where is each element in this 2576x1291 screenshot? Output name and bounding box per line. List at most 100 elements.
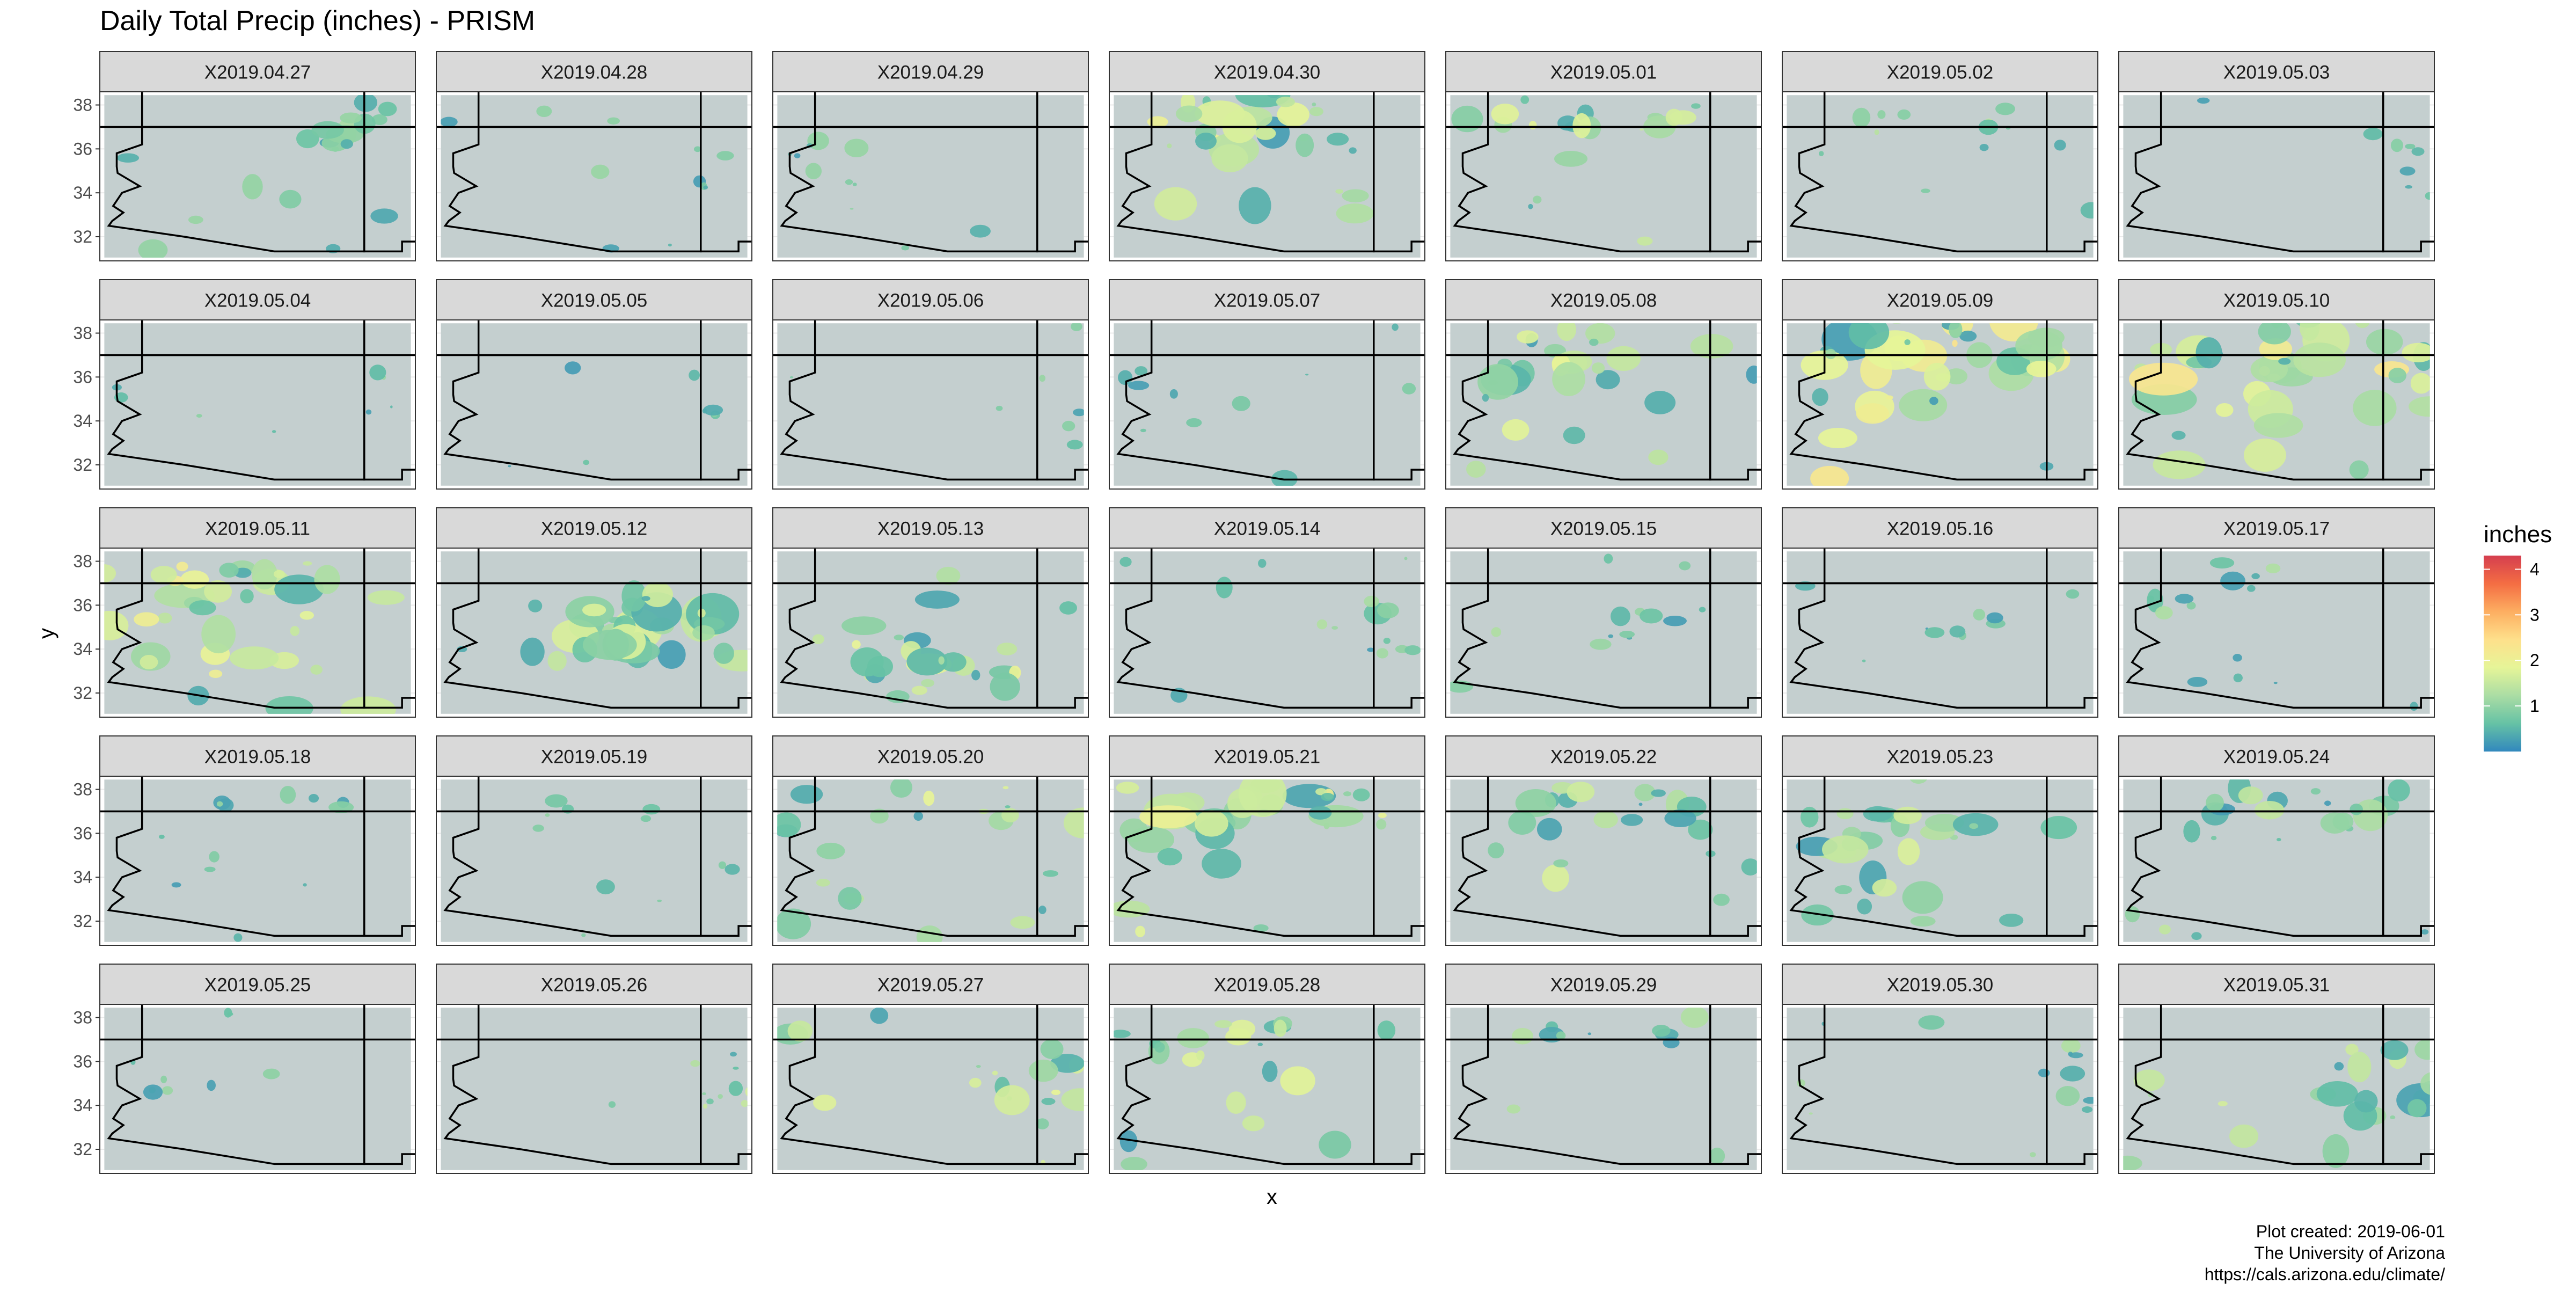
arizona-boundary <box>780 582 1038 709</box>
precip-cell <box>2100 1089 2116 1098</box>
precip-cell <box>844 138 869 158</box>
arizona-boundary <box>780 126 1038 253</box>
map-background <box>2123 95 2430 258</box>
precip-cell <box>2265 563 2281 573</box>
precip-cell <box>641 596 650 601</box>
facet-panel: X2019.04.30 <box>1109 51 1425 261</box>
precip-cell <box>1364 595 1379 608</box>
precip-cell <box>1567 782 1595 803</box>
facet-panel: X2019.05.09 <box>1782 279 2098 490</box>
state-boundary <box>2382 776 2434 937</box>
state-boundary <box>2382 92 2434 253</box>
precip-cell <box>996 405 1003 411</box>
facet-label: X2019.05.09 <box>1887 290 1994 311</box>
facet-panel: X2019.05.28 <box>1109 964 1425 1174</box>
precip-cell <box>1061 1088 1084 1111</box>
precip-cell <box>1002 786 1009 790</box>
precip-cell <box>1591 362 1605 374</box>
arizona-boundary <box>1116 126 1375 253</box>
precip-cell <box>1606 346 1641 371</box>
precip-cell <box>867 655 893 677</box>
panel-border <box>99 319 416 490</box>
precip-raster <box>104 323 411 486</box>
y-tick-label: 36 <box>73 595 92 615</box>
precip-cell <box>1383 637 1391 644</box>
facet-strip <box>1782 51 2098 92</box>
precip-cell <box>1114 1030 1131 1038</box>
facet-panel: X2019.04.28 <box>436 51 752 261</box>
legend: inches 1 2 3 4 <box>2484 521 2552 752</box>
precip-cell <box>2316 1081 2358 1107</box>
precip-cell <box>299 611 314 620</box>
precip-cell <box>189 600 216 616</box>
precip-cell <box>2183 820 2200 843</box>
precip-cell <box>2238 786 2263 805</box>
precip-cell <box>997 643 1018 655</box>
precip-cell <box>1050 1054 1084 1073</box>
precip-cell <box>2310 788 2321 795</box>
precip-cell <box>2410 373 2430 394</box>
precip-cell <box>116 153 140 163</box>
precip-cell <box>1862 659 1866 662</box>
precip-cell <box>713 643 734 664</box>
map-background <box>1450 1008 1757 1170</box>
panel-border <box>1782 776 2098 946</box>
facet-panel: X2019.05.08 <box>1445 279 1762 490</box>
precip-cell <box>1154 1042 1165 1053</box>
precip-cell <box>1589 338 1599 346</box>
precip-cell <box>1091 1067 1099 1071</box>
arizona-boundary <box>1789 126 2048 253</box>
precip-cell <box>1680 1008 1709 1029</box>
precip-cell <box>2409 396 2430 417</box>
precip-cell <box>2243 439 2286 472</box>
precip-cell <box>2040 816 2077 840</box>
precip-cell <box>901 245 910 251</box>
precip-cell <box>2425 192 2430 200</box>
precip-raster <box>1450 95 1757 258</box>
precip-raster <box>441 551 748 714</box>
precip-cell <box>1114 900 1150 918</box>
precip-cell <box>1316 619 1328 630</box>
precip-cell <box>1116 782 1139 794</box>
precip-cell <box>1528 121 1537 130</box>
y-tick-label: 38 <box>73 552 92 571</box>
map-background <box>777 95 1084 258</box>
facet-label: X2019.05.12 <box>541 519 648 539</box>
precip-raster <box>1787 1008 2116 1170</box>
precip-cell <box>1128 381 1150 390</box>
precip-cell <box>1877 110 1886 119</box>
precip-cell <box>1644 391 1676 414</box>
map-background <box>1114 323 1421 486</box>
precip-cell <box>970 224 991 238</box>
precip-cell <box>1691 103 1701 109</box>
precip-cell <box>1235 95 1291 108</box>
precip-cell <box>1664 809 1696 828</box>
panel-border <box>2118 776 2435 946</box>
precip-cell <box>240 589 254 604</box>
precip-cell <box>252 559 277 590</box>
precip-cell <box>2407 1099 2427 1118</box>
precip-cell <box>1611 606 1630 626</box>
precip-cell <box>1195 133 1217 150</box>
panel-border <box>436 91 752 261</box>
arizona-boundary <box>1116 582 1375 709</box>
precip-cell <box>2186 601 2196 610</box>
precip-cell <box>1995 103 2015 115</box>
arizona-boundary <box>1453 810 1711 937</box>
precip-cell <box>1214 1020 1232 1028</box>
precip-cell <box>2353 390 2397 426</box>
precip-cell <box>1902 881 1943 914</box>
precip-cell <box>1194 810 1228 837</box>
precip-cell <box>994 1085 1030 1115</box>
precip-cell <box>1404 557 1408 560</box>
precip-cell <box>1312 102 1316 107</box>
precip-cell <box>2354 1090 2378 1113</box>
precip-cell <box>1651 789 1666 797</box>
precip-cell <box>2322 1134 2350 1168</box>
precip-cell <box>813 1095 837 1111</box>
precip-raster <box>777 551 1084 714</box>
precip-cell <box>1186 418 1202 427</box>
precip-cell <box>227 1012 233 1016</box>
precip-cell <box>1621 814 1643 826</box>
precip-cell <box>1619 631 1635 638</box>
